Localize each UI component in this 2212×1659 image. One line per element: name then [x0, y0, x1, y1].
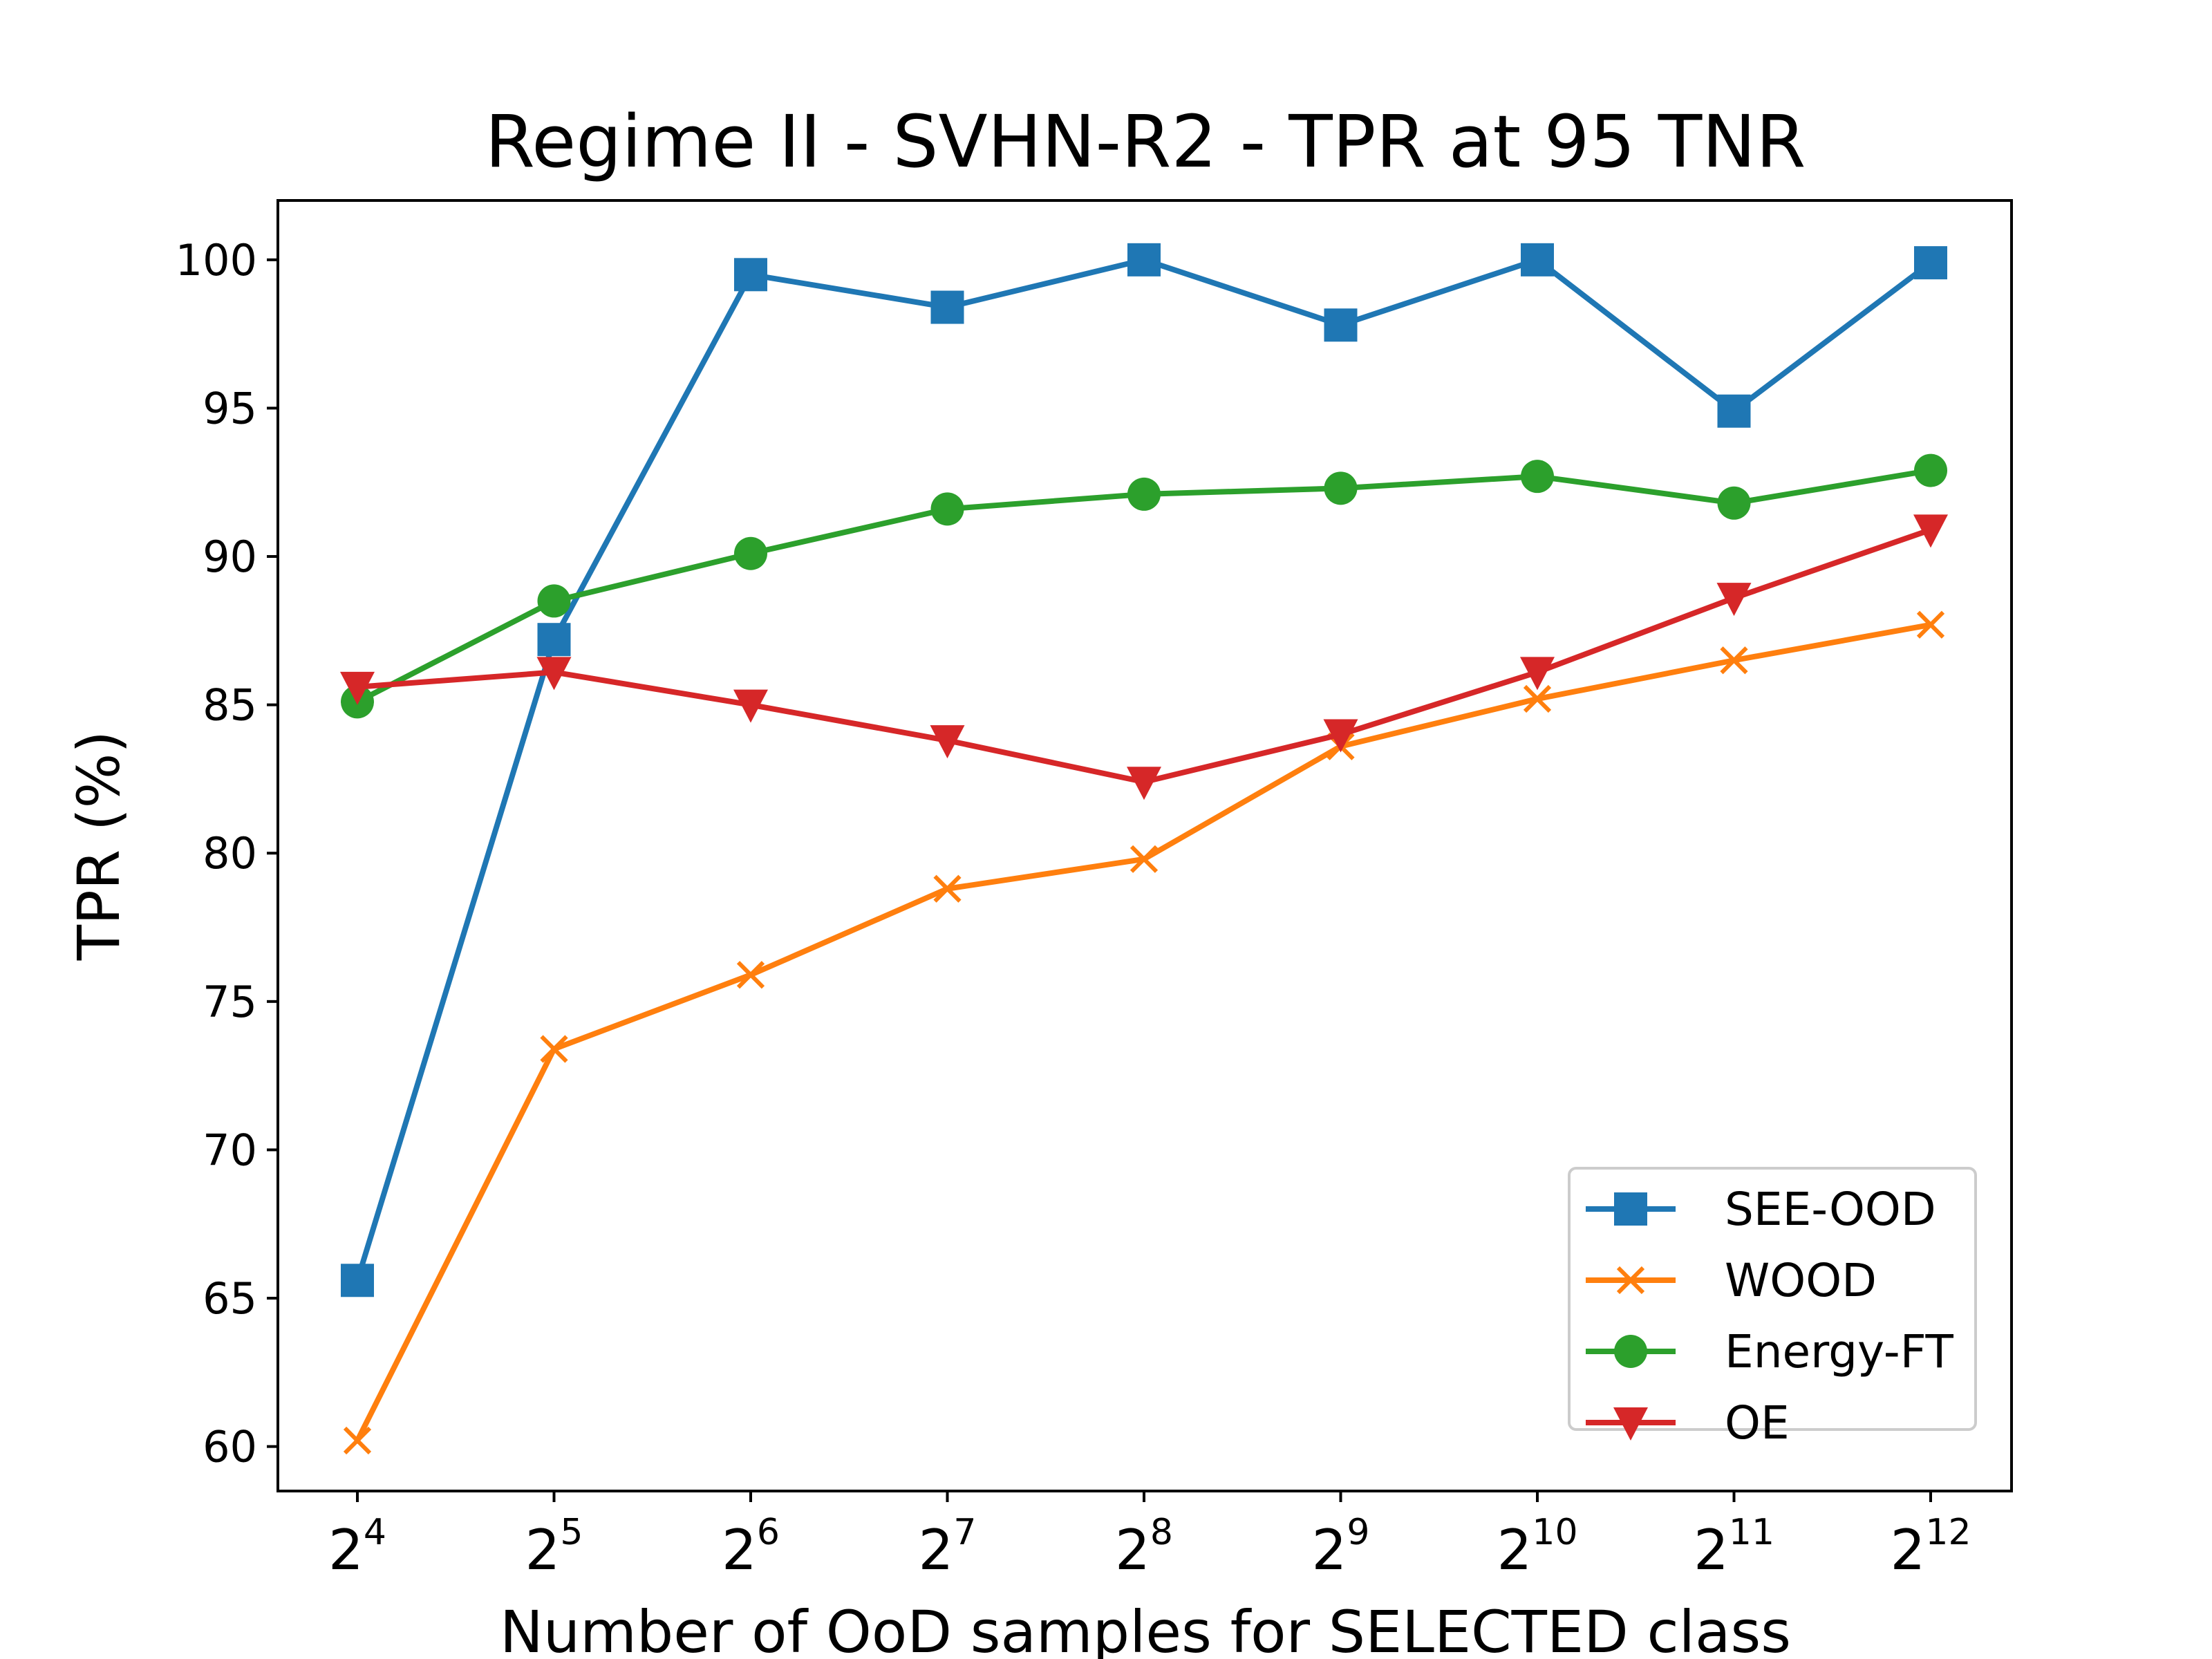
- x-tick-label: 26: [722, 1512, 780, 1582]
- data-point-energy-ft: [1521, 460, 1554, 494]
- y-tick-label: 80: [203, 828, 257, 879]
- data-point-oe: [1913, 514, 1948, 548]
- legend-marker: [1616, 1266, 1645, 1295]
- data-point-wood: [540, 1035, 568, 1063]
- legend: SEE-OOD WOOD Energy-FT OE: [1568, 1167, 1977, 1450]
- data-point-oe: [930, 725, 965, 759]
- x-tick-label: 212: [1890, 1512, 1971, 1582]
- data-point-wood: [343, 1426, 372, 1455]
- data-point-see-ood: [1717, 394, 1751, 428]
- data-point-oe: [1716, 583, 1752, 617]
- y-tick-label: 65: [203, 1273, 257, 1324]
- chart-title: Regime II - SVHN-R2 - TPR at 95 TNR: [485, 100, 1806, 184]
- x-axis: 24 25 26 27 28 29 210 211 212: [328, 1491, 1971, 1582]
- data-point-see-ood: [1914, 246, 1947, 280]
- data-point-see-ood: [1127, 243, 1161, 276]
- x-tick-label: 27: [919, 1512, 977, 1582]
- data-point-wood: [933, 874, 962, 903]
- x-tick-label: 210: [1497, 1512, 1577, 1582]
- series-layer: [340, 243, 1948, 1455]
- series-see-ood: [341, 243, 1947, 1297]
- data-point-see-ood: [537, 623, 571, 657]
- y-tick-label: 90: [203, 532, 257, 582]
- data-point-energy-ft: [930, 492, 964, 526]
- data-point-oe: [1323, 719, 1358, 753]
- legend-marker: [1614, 1335, 1647, 1368]
- y-tick-label: 100: [176, 235, 257, 285]
- data-point-energy-ft: [537, 584, 571, 618]
- y-tick-label: 85: [203, 680, 257, 731]
- legend-label: SEE-OOD: [1725, 1183, 1936, 1236]
- data-point-energy-ft: [1914, 453, 1947, 487]
- data-point-see-ood: [1324, 308, 1358, 342]
- legend-marker: [1614, 1192, 1647, 1226]
- data-point-energy-ft: [1324, 471, 1358, 505]
- y-tick-label: 95: [203, 383, 257, 433]
- x-tick-label: 29: [1312, 1512, 1370, 1582]
- data-point-wood: [1523, 684, 1552, 713]
- x-tick-label: 28: [1115, 1512, 1173, 1582]
- legend-box: [1568, 1167, 1977, 1431]
- legend-item-see-ood: SEE-OOD: [1586, 1183, 1936, 1236]
- x-tick-label: 25: [525, 1512, 583, 1582]
- data-point-oe: [536, 657, 572, 691]
- y-tick-label: 70: [203, 1125, 257, 1175]
- y-tick-label: 60: [203, 1422, 257, 1472]
- data-point-see-ood: [734, 258, 767, 292]
- data-point-energy-ft: [1717, 486, 1751, 520]
- data-point-wood: [736, 961, 765, 989]
- data-point-oe: [733, 689, 768, 723]
- y-axis: 60 65 70 75 80 85 90 95 100: [176, 235, 278, 1472]
- series-oe: [340, 514, 1948, 800]
- legend-label: Energy-FT: [1725, 1325, 1954, 1378]
- data-point-wood: [1720, 646, 1748, 675]
- x-tick-label: 211: [1694, 1512, 1774, 1582]
- data-point-energy-ft: [1127, 477, 1161, 511]
- data-point-oe: [1520, 657, 1555, 691]
- data-point-see-ood: [341, 1264, 374, 1297]
- data-point-energy-ft: [734, 536, 767, 570]
- legend-item-oe: OE: [1586, 1396, 1790, 1450]
- x-tick-label: 24: [328, 1512, 386, 1582]
- data-point-see-ood: [1521, 243, 1554, 276]
- legend-label: WOOD: [1725, 1254, 1877, 1307]
- data-point-wood: [1130, 845, 1159, 873]
- y-tick-label: 75: [203, 977, 257, 1027]
- x-axis-label: Number of OoD samples for SELECTED class: [500, 1598, 1791, 1659]
- data-point-see-ood: [930, 290, 964, 324]
- y-axis-label: TPR (%): [65, 731, 133, 961]
- data-point-oe: [340, 671, 375, 705]
- legend-item-wood: WOOD: [1586, 1254, 1877, 1307]
- data-point-wood: [1916, 610, 1945, 639]
- data-point-oe: [1127, 767, 1161, 800]
- legend-label: OE: [1725, 1396, 1790, 1450]
- legend-item-energy-ft: Energy-FT: [1586, 1325, 1954, 1378]
- legend-marker: [1613, 1407, 1648, 1441]
